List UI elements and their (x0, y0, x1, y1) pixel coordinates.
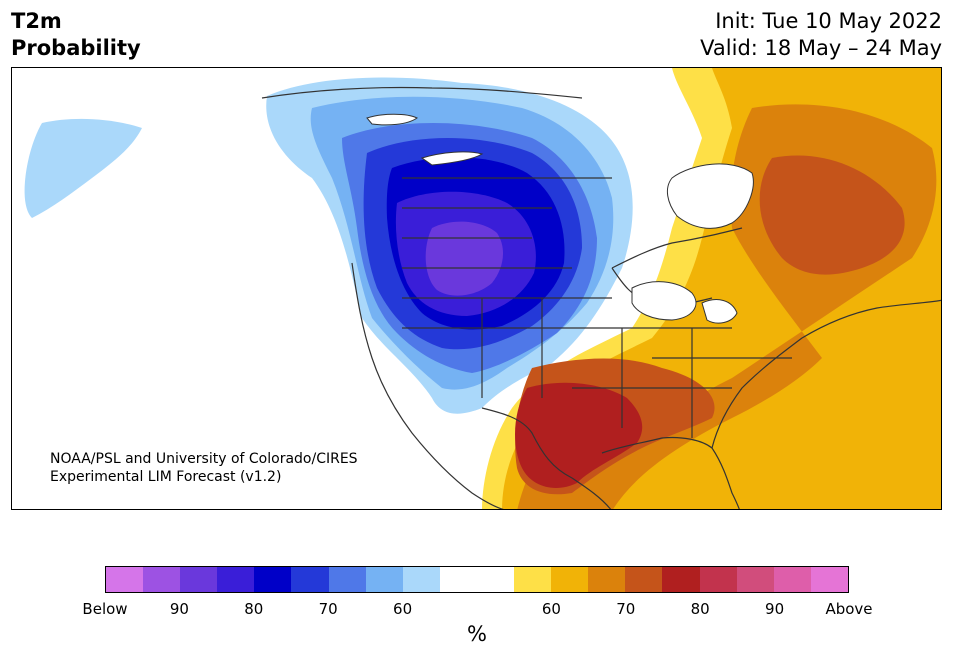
init-date: Init: Tue 10 May 2022 (715, 9, 942, 33)
colorbar-swatch (439, 567, 477, 592)
colorbar-swatch (180, 567, 218, 592)
colorbar-unit: % (467, 622, 487, 646)
colorbar-tick-label: 90 (169, 600, 189, 618)
colorbar-tick-label: 90 (765, 600, 785, 618)
colorbar-swatch (625, 567, 663, 592)
credit-line-1: NOAA/PSL and University of Colorado/CIRE… (50, 451, 358, 467)
colorbar-swatch (551, 567, 589, 592)
colorbar-swatch (773, 567, 811, 592)
colorbar-swatch (365, 567, 403, 592)
colorbar-swatch (662, 567, 700, 592)
colorbar-swatch (514, 567, 552, 592)
map-canvas (24, 68, 941, 509)
below-60-northwest (24, 118, 142, 218)
credit-line-2: Experimental LIM Forecast (v1.2) (50, 469, 282, 485)
colorbar-swatch (291, 567, 329, 592)
colorbar-tick-label: 60 (541, 600, 561, 618)
colorbar-swatch (217, 567, 255, 592)
forecast-map: NOAA/PSL and University of Colorado/CIRE… (11, 67, 942, 510)
above-normal-region (482, 68, 941, 509)
colorbar-tick-label: 70 (318, 600, 338, 618)
colorbar-swatch (588, 567, 626, 592)
colorbar-swatch (143, 567, 181, 592)
colorbar-swatch (476, 567, 515, 592)
below-normal-region (24, 77, 633, 414)
valid-period: Valid: 18 May – 24 May (700, 36, 942, 60)
colorbar-swatch (254, 567, 292, 592)
colorbar-tick-label: Above (825, 600, 873, 618)
colorbar-tick-label: 60 (393, 600, 413, 618)
colorbar-tick-label: 80 (244, 600, 264, 618)
lakes (366, 113, 754, 324)
above-75-band (759, 155, 905, 275)
colorbar-swatch (328, 567, 366, 592)
colorbar-swatch (106, 567, 144, 592)
colorbar-tick-label: 80 (690, 600, 710, 618)
colorbar-swatch (699, 567, 737, 592)
colorbar-tick-label: Below (82, 600, 128, 618)
probability-colorbar (105, 566, 849, 593)
below-90-band (425, 221, 504, 296)
forecast-dates: Init: Tue 10 May 2022 Valid: 18 May – 24… (700, 8, 942, 62)
product-label: Probability (11, 36, 141, 60)
colorbar-swatch (736, 567, 774, 592)
colorbar-tick-label: 70 (616, 600, 636, 618)
coastlines (261, 86, 941, 509)
variable-label: T2m (11, 9, 62, 33)
colorbar-swatch (402, 567, 440, 592)
above-80-core (515, 382, 643, 488)
colorbar-swatch (810, 567, 848, 592)
credit-note: NOAA/PSL and University of Colorado/CIRE… (50, 450, 358, 486)
map-title: T2m Probability (11, 8, 141, 62)
